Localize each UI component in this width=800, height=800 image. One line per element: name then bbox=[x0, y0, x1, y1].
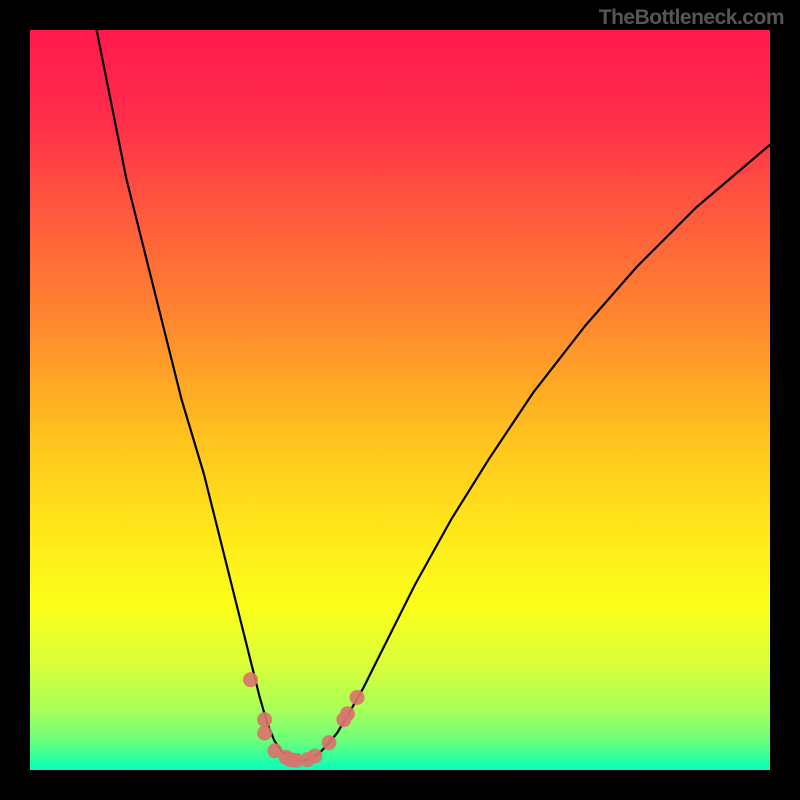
marker-point bbox=[340, 706, 355, 721]
marker-point bbox=[307, 748, 322, 763]
bottleneck-curve-chart bbox=[30, 30, 770, 770]
marker-point bbox=[321, 735, 336, 750]
watermark-text: TheBottleneck.com bbox=[599, 6, 784, 30]
marker-point bbox=[350, 690, 365, 705]
chart-container bbox=[30, 30, 770, 770]
marker-point bbox=[257, 726, 272, 741]
chart-background bbox=[30, 30, 770, 770]
marker-point bbox=[243, 672, 258, 687]
marker-point bbox=[257, 712, 272, 727]
